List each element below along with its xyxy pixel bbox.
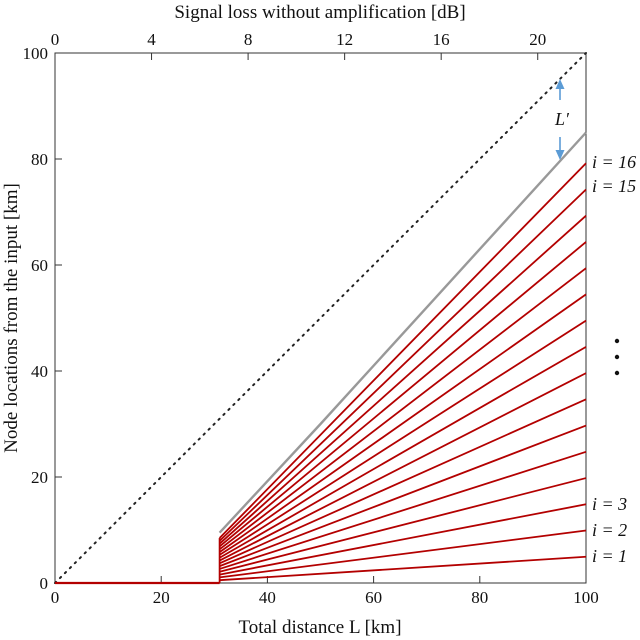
label-i1: i = 1 [592, 546, 627, 566]
x2-tick-label: 20 [529, 30, 546, 49]
x-axis-title: Total distance L [km] [238, 617, 401, 638]
y-tick-label: 20 [31, 468, 48, 487]
node-line-i12 [219, 267, 587, 551]
ellipsis-dot-3 [614, 370, 620, 376]
node-line-i15 [218, 188, 587, 542]
ellipsis-dot-2 [614, 354, 620, 360]
label-i15: i = 15 [592, 176, 636, 196]
x-tick-label: 60 [365, 588, 382, 607]
series [54, 52, 587, 585]
lprime-label: L′ [554, 109, 570, 129]
x-tick-label: 40 [259, 588, 276, 607]
x2-axis-title: Signal loss without amplification [dB] [174, 2, 465, 23]
y-axis-title: Node locations from the input [km] [1, 183, 22, 453]
x-tick-label: 100 [573, 588, 599, 607]
node-line-i7 [219, 398, 587, 565]
lprime-annotation: L′ [554, 79, 570, 160]
x-tick-label: 80 [471, 588, 488, 607]
node-line-i2 [219, 529, 587, 579]
y-tick-label: 80 [31, 150, 48, 169]
y-tick-label: 0 [40, 574, 49, 593]
label-i2: i = 2 [592, 520, 627, 540]
node-line-i9 [219, 346, 587, 559]
node-line-i4 [219, 477, 587, 573]
lprime-arrowhead-up [555, 79, 565, 89]
node-line-i16 [218, 162, 587, 539]
y-tick-label: 100 [23, 44, 49, 63]
x2-tick-label: 0 [51, 30, 60, 49]
node-line-i14 [219, 215, 587, 545]
node-line-i8 [219, 372, 587, 562]
y-tick-label: 60 [31, 256, 48, 275]
node-line-i10 [219, 319, 587, 556]
lprime-arrowhead-down [555, 150, 565, 160]
x2-tick-label: 8 [244, 30, 253, 49]
x2-tick-label: 12 [336, 30, 353, 49]
node-line-i5 [219, 450, 587, 570]
node-line-i1 [219, 555, 587, 582]
diagonal-line [54, 52, 587, 584]
x-tick-label: 20 [153, 588, 170, 607]
x-tick-label: 0 [51, 588, 60, 607]
node-line-i3 [219, 503, 587, 576]
ellipsis-dot-1 [614, 338, 620, 344]
lprime-curve [218, 131, 587, 534]
label-i16: i = 16 [592, 152, 636, 172]
plot-frame [54, 52, 587, 584]
node-line-i11 [219, 293, 587, 553]
x2-tick-label: 16 [433, 30, 450, 49]
y-tick-label: 40 [31, 362, 48, 381]
node-line-i13 [219, 241, 587, 548]
label-i3: i = 3 [592, 494, 627, 514]
node-line-i6 [219, 424, 587, 567]
x2-tick-label: 4 [147, 30, 156, 49]
